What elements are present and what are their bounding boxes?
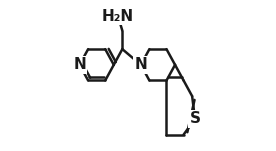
Text: N: N (73, 57, 86, 72)
Text: H₂N: H₂N (102, 9, 134, 24)
Text: N: N (134, 57, 147, 72)
Text: S: S (190, 111, 200, 126)
